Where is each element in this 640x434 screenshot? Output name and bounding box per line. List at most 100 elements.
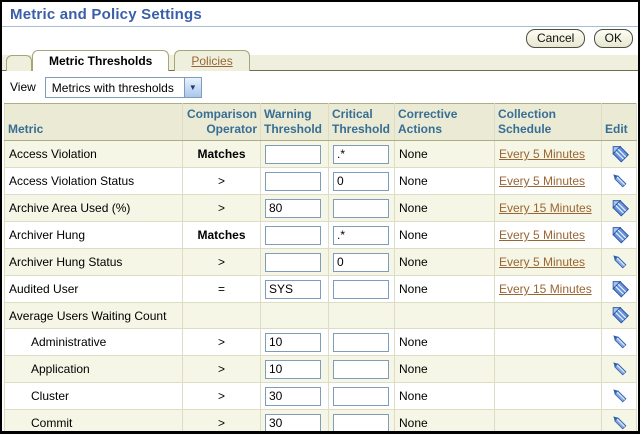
tab-policies[interactable]: Policies xyxy=(174,50,250,71)
edit-button[interactable] xyxy=(609,412,629,432)
critical-cell xyxy=(328,355,395,383)
edit-button[interactable] xyxy=(609,358,629,378)
tab-policies-label: Policies xyxy=(191,54,233,68)
critical-threshold-input[interactable] xyxy=(333,144,389,164)
critical-threshold-input[interactable] xyxy=(333,332,389,352)
warning-cell xyxy=(260,328,329,356)
collection-schedule-link[interactable]: Every 5 Minutes xyxy=(499,174,586,188)
collection-schedule-cell xyxy=(494,328,602,356)
page-title: Metric and Policy Settings xyxy=(10,6,202,23)
corrective-actions-cell: None xyxy=(394,167,495,195)
operator-cell: > xyxy=(182,194,261,222)
corrective-actions-cell: None xyxy=(394,248,495,276)
tab-metric-thresholds[interactable]: Metric Thresholds xyxy=(32,50,170,71)
collection-schedule-link[interactable]: Every 15 Minutes xyxy=(499,201,592,215)
edit-button[interactable] xyxy=(609,197,630,217)
table-row: Cluster > None xyxy=(4,382,637,410)
metric-name: Cluster xyxy=(31,389,70,403)
collection-schedule-cell: Every 15 Minutes xyxy=(494,275,602,303)
warning-threshold-input[interactable] xyxy=(265,171,321,191)
critical-cell xyxy=(328,167,395,195)
critical-threshold-input[interactable] xyxy=(333,413,389,431)
metric-name: Audited User xyxy=(9,282,79,296)
multi-pencil-icon xyxy=(611,280,629,297)
table-row: Access Violation Matches None Every 5 Mi… xyxy=(4,140,637,168)
corrective-actions-cell: None xyxy=(394,221,495,249)
view-select-value: Metrics with thresholds xyxy=(51,80,174,95)
collection-schedule-link[interactable]: Every 15 Minutes xyxy=(499,282,592,296)
edit-button[interactable] xyxy=(609,143,630,163)
edit-button[interactable] xyxy=(609,331,629,351)
warning-threshold-input[interactable] xyxy=(265,332,321,352)
edit-button[interactable] xyxy=(609,224,630,244)
critical-cell xyxy=(328,382,395,410)
collection-schedule-cell xyxy=(494,409,602,431)
header-metric: Metric xyxy=(4,103,183,141)
metric-cell: Audited User xyxy=(4,275,183,303)
metric-name: Application xyxy=(31,362,90,376)
critical-cell xyxy=(328,328,395,356)
metric-cell: Commit xyxy=(4,409,183,431)
critical-threshold-input[interactable] xyxy=(333,225,389,245)
table-row: Access Violation Status > None Every 5 M… xyxy=(4,167,637,195)
warning-threshold-input[interactable] xyxy=(265,252,321,272)
view-select[interactable]: Metrics with thresholds ▼ xyxy=(44,76,202,98)
edit-button[interactable] xyxy=(609,304,630,324)
operator-cell: > xyxy=(182,248,261,276)
edit-button[interactable] xyxy=(609,385,629,405)
chevron-down-icon[interactable]: ▼ xyxy=(183,77,201,97)
warning-threshold-input[interactable] xyxy=(265,198,321,218)
warning-cell xyxy=(260,409,329,431)
operator-cell: = xyxy=(182,275,261,303)
critical-threshold-input[interactable] xyxy=(333,279,389,299)
warning-threshold-input[interactable] xyxy=(265,279,321,299)
warning-threshold-input[interactable] xyxy=(265,386,321,406)
header-corrective-actions: Corrective Actions xyxy=(394,103,495,141)
warning-cell xyxy=(260,382,329,410)
warning-threshold-input[interactable] xyxy=(265,413,321,431)
metric-name: Average Users Waiting Count xyxy=(9,308,167,323)
collection-schedule-link[interactable]: Every 5 Minutes xyxy=(499,255,586,269)
corrective-actions-cell: None xyxy=(394,355,495,383)
edit-cell xyxy=(601,194,637,222)
table-row: Average Users Waiting Count xyxy=(4,302,637,329)
cancel-button[interactable]: Cancel xyxy=(525,29,586,48)
warning-threshold-input[interactable] xyxy=(265,359,321,379)
edit-button[interactable] xyxy=(609,251,629,271)
tab-row: Metric Thresholds Policies xyxy=(2,49,638,71)
edit-cell xyxy=(601,167,637,195)
metric-name: Access Violation Status xyxy=(9,174,135,188)
ok-button[interactable]: OK xyxy=(593,29,633,48)
critical-threshold-input[interactable] xyxy=(333,198,389,218)
corrective-actions-cell: None xyxy=(394,382,495,410)
title-bar: Metric and Policy Settings xyxy=(2,2,638,27)
collection-schedule-link[interactable]: Every 5 Minutes xyxy=(499,147,586,161)
collection-schedule-link[interactable]: Every 5 Minutes xyxy=(499,228,586,242)
edit-cell xyxy=(601,275,637,303)
edit-button[interactable] xyxy=(609,278,630,298)
metric-cell: Archive Area Used (%) xyxy=(4,194,183,222)
metric-thresholds-table: Metric Comparison Operator Warning Thres… xyxy=(4,103,637,432)
pencil-icon xyxy=(613,361,627,375)
warning-threshold-input[interactable] xyxy=(265,225,321,245)
edit-cell xyxy=(601,409,637,432)
header-collection-schedule: Collection Schedule xyxy=(494,103,602,141)
header-edit: Edit xyxy=(601,103,637,141)
critical-cell xyxy=(328,194,395,222)
critical-cell xyxy=(328,140,395,168)
metric-cell: Administrative xyxy=(4,328,183,356)
critical-threshold-input[interactable] xyxy=(333,171,389,191)
edit-cell xyxy=(601,248,637,276)
warning-threshold-input[interactable] xyxy=(265,144,321,164)
critical-threshold-input[interactable] xyxy=(333,386,389,406)
critical-threshold-input[interactable] xyxy=(333,359,389,379)
warning-cell xyxy=(260,167,329,195)
view-row: View Metrics with thresholds ▼ xyxy=(2,71,638,103)
table-row: Archive Area Used (%) > None Every 15 Mi… xyxy=(4,194,637,222)
metric-cell: Archiver Hung Status xyxy=(4,248,183,276)
header-comparison-operator: Comparison Operator xyxy=(182,103,261,141)
header-warning-threshold: Warning Threshold xyxy=(260,103,329,141)
critical-threshold-input[interactable] xyxy=(333,252,389,272)
collection-schedule-cell xyxy=(494,355,602,383)
edit-button[interactable] xyxy=(609,170,629,190)
